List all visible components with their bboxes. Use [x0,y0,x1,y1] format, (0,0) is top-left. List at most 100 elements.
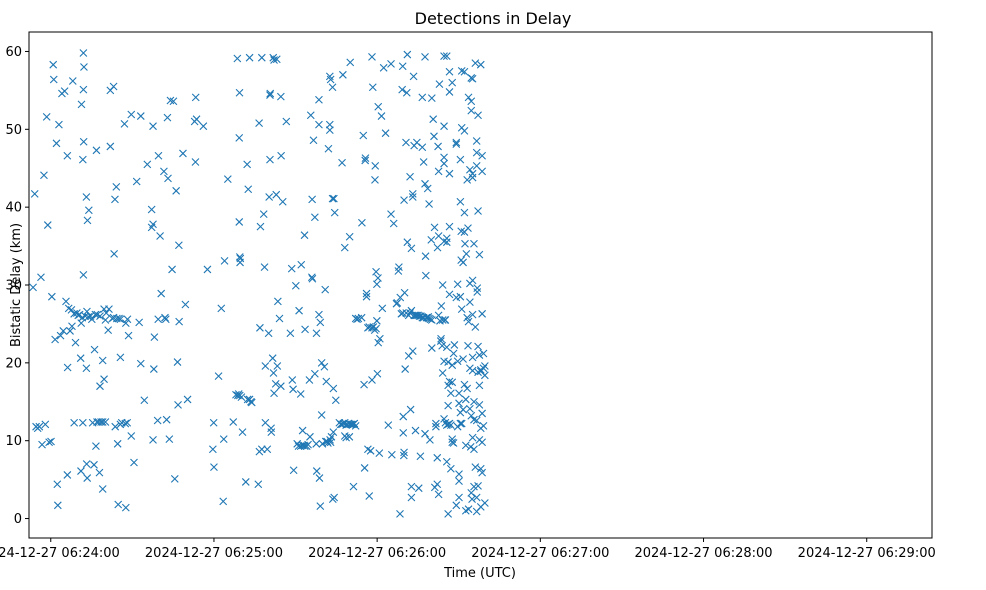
data-point [479,422,488,430]
data-point [372,280,381,289]
data-point [470,239,478,248]
data-point [254,480,263,489]
data-point [466,298,474,307]
data-point [464,317,473,326]
data-point [444,401,453,410]
data-point [426,436,434,444]
data-point [421,252,430,261]
data-point [208,445,217,454]
data-point [438,341,447,350]
data-point [272,190,281,199]
data-point [237,393,246,401]
data-point [105,305,113,314]
data-point [328,194,337,203]
data-point [60,87,69,96]
data-point [267,428,276,437]
data-point [236,254,245,263]
y-axis-ticks: 0 10 20 30 40 50 60 [5,45,29,527]
data-point [40,171,48,180]
data-point [455,477,463,486]
data-point [63,151,72,160]
data-point [68,322,76,331]
data-point [371,162,380,170]
data-point [321,285,330,294]
data-point [368,53,376,61]
data-point [478,438,487,447]
data-point [474,342,482,351]
data-point [425,200,433,208]
data-point [114,500,123,509]
data-point [244,185,253,194]
data-point [101,418,110,426]
data-point [442,52,451,61]
data-points [29,49,489,518]
data-point [308,195,317,204]
data-point [446,421,455,430]
data-point [403,238,412,247]
data-point [316,318,325,327]
data-point [433,453,442,462]
data-point [403,50,412,59]
data-point [291,281,300,290]
data-point [467,97,476,106]
data-point [68,77,77,85]
data-point [387,210,395,219]
data-point [209,418,218,427]
data-point [416,452,425,461]
data-point [440,52,448,61]
data-point [243,395,252,404]
data-point [459,258,467,267]
data-point [366,446,375,455]
data-point [315,120,323,129]
data-point [45,438,54,447]
data-point [460,67,469,76]
data-point [286,329,295,338]
data-point [96,312,104,321]
data-point [276,382,285,391]
x-axis-label: Time (UTC) [443,566,516,581]
data-point [468,495,476,503]
data-point [453,357,462,366]
data-point [461,239,469,248]
data-point [92,442,100,451]
data-point [179,149,187,158]
data-point [219,435,228,444]
data-point [440,153,448,162]
data-point [174,241,183,250]
data-point [466,165,474,174]
data-point [149,122,157,131]
data-point [464,505,473,514]
data-point [174,400,182,409]
data-point [423,184,432,193]
data-point [79,49,88,57]
data-point [269,369,278,377]
data-point [277,151,286,160]
data-point [468,353,477,362]
data-point [408,190,417,198]
data-point [62,297,70,306]
data-point [147,205,156,214]
data-point [377,112,386,120]
data-point [440,122,448,131]
data-point [457,419,466,428]
data-point [331,396,340,405]
data-point [478,409,487,418]
data-point [381,129,390,138]
data-point [472,137,481,145]
data-point [90,460,98,469]
data-point [360,380,368,389]
data-point [359,131,368,140]
data-point [210,463,218,472]
data-point [276,92,285,101]
data-point [78,155,87,164]
data-point [450,341,459,349]
data-point [256,323,264,332]
data-point [156,232,164,240]
data-point [455,470,463,479]
data-point [457,67,466,75]
data-point [399,412,408,421]
data-point [272,55,281,64]
data-point [466,443,475,451]
data-point [372,324,380,333]
data-point [241,478,250,486]
